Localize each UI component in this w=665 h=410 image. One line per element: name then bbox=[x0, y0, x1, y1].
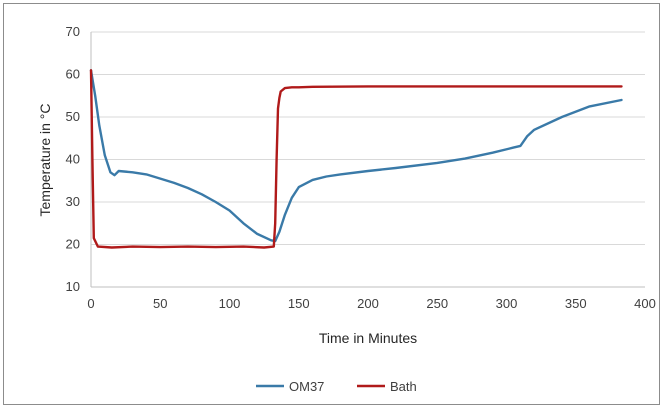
series-lines bbox=[89, 69, 623, 249]
x-tick-label: 300 bbox=[496, 296, 518, 311]
legend: OM37 Bath bbox=[256, 379, 417, 394]
legend-label: Bath bbox=[390, 379, 417, 394]
y-tick-label: 40 bbox=[66, 152, 80, 167]
x-axis-ticks: 0 50 100 150 200 250 300 350 400 bbox=[87, 296, 655, 311]
x-tick-label: 250 bbox=[426, 296, 448, 311]
chart-frame bbox=[3, 3, 660, 405]
y-tick-label: 20 bbox=[66, 237, 80, 252]
x-axis-title: Time in Minutes bbox=[319, 330, 417, 346]
x-tick-label: 350 bbox=[565, 296, 587, 311]
y-tick-label: 60 bbox=[66, 67, 80, 82]
legend-label: OM37 bbox=[289, 379, 324, 394]
series-line-om37 bbox=[89, 69, 623, 243]
y-tick-label: 30 bbox=[66, 194, 80, 209]
x-tick-label: 150 bbox=[288, 296, 310, 311]
x-tick-label: 50 bbox=[153, 296, 167, 311]
x-tick-label: 200 bbox=[357, 296, 379, 311]
y-tick-label: 10 bbox=[66, 279, 80, 294]
x-tick-label: 100 bbox=[219, 296, 241, 311]
y-axis-ticks: 10 20 30 40 50 60 70 bbox=[66, 24, 80, 294]
y-tick-label: 70 bbox=[66, 24, 80, 39]
y-tick-label: 50 bbox=[66, 109, 80, 124]
y-axis-title: Temperature in °C bbox=[37, 104, 53, 217]
series-line-bath bbox=[89, 69, 623, 249]
gridlines bbox=[91, 31, 645, 245]
x-tick-label: 0 bbox=[87, 296, 94, 311]
x-tick-label: 400 bbox=[634, 296, 656, 311]
